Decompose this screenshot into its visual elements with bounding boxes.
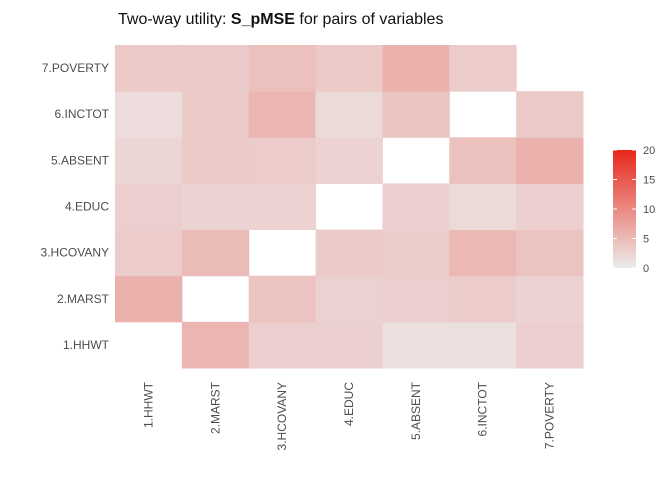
heatmap-cell xyxy=(315,45,383,92)
heatmap-cell xyxy=(449,137,517,184)
x-tick-label: 4.EDUC xyxy=(342,382,356,426)
heatmap-cell xyxy=(181,137,250,184)
heatmap-cell xyxy=(382,45,450,92)
heatmap-cell xyxy=(248,275,317,323)
heatmap-cell xyxy=(115,45,183,92)
heatmap-cell xyxy=(315,137,383,184)
heatmap-cell xyxy=(516,137,584,184)
x-tick-label: 3.HCOVANY xyxy=(275,382,289,450)
heatmap-cell xyxy=(382,321,450,369)
heatmap-cell xyxy=(315,321,383,369)
heatmap-cell xyxy=(315,229,383,277)
legend-tick-label: 0 xyxy=(643,263,649,275)
y-tick-label: 1.HHWT xyxy=(63,338,110,352)
heatmap-cells xyxy=(115,45,584,369)
y-tick-label: 3.HCOVANY xyxy=(41,246,109,260)
heatmap-cell xyxy=(115,137,183,184)
x-tick-label: 2.MARST xyxy=(208,381,222,434)
heatmap-cell xyxy=(315,275,383,323)
x-tick-label: 5.ABSENT xyxy=(409,381,423,440)
heatmap-cell xyxy=(181,91,250,138)
heatmap-cell xyxy=(516,183,584,231)
chart-title: Two-way utility: S_pMSE for pairs of var… xyxy=(118,11,443,28)
heatmap-cell xyxy=(115,91,183,138)
heatmap-cell xyxy=(449,183,517,231)
heatmap-cell xyxy=(382,183,450,231)
legend-tick-label: 15 xyxy=(643,175,655,187)
color-legend: 0 5 10 15 20 xyxy=(613,145,655,275)
y-tick-label: 5.ABSENT xyxy=(51,153,110,167)
heatmap-cell xyxy=(181,229,250,277)
heatmap-cell xyxy=(449,45,517,92)
heatmap-cell xyxy=(382,91,450,138)
heatmap-cell xyxy=(449,229,517,277)
heatmap-cell xyxy=(248,91,317,138)
heatmap-cell xyxy=(315,91,383,138)
heatmap-cell xyxy=(449,275,517,323)
y-tick-label: 7.POVERTY xyxy=(42,61,109,75)
legend-colorbar xyxy=(613,150,636,268)
legend-tick-label: 5 xyxy=(643,234,649,246)
heatmap-cell xyxy=(382,229,450,277)
heatmap-cell xyxy=(181,45,250,92)
heatmap-cell xyxy=(115,183,183,231)
heatmap-cell xyxy=(248,45,317,92)
legend-tick-label: 10 xyxy=(643,204,655,216)
heatmap-cell xyxy=(181,183,250,231)
heatmap-cell xyxy=(516,91,584,138)
x-tick-label: 6.INCTOT xyxy=(476,381,490,436)
y-tick-label: 6.INCTOT xyxy=(55,107,110,121)
heatmap-cell xyxy=(516,229,584,277)
heatmap-cell xyxy=(248,183,317,231)
heatmap-cell xyxy=(516,275,584,323)
heatmap-cell xyxy=(382,275,450,323)
heatmap-cell xyxy=(115,229,183,277)
x-tick-label: 1.HHWT xyxy=(141,381,155,428)
x-tick-label: 7.POVERTY xyxy=(543,382,557,449)
y-tick-label: 4.EDUC xyxy=(65,200,109,214)
heatmap-cell xyxy=(248,321,317,369)
heatmap-cell xyxy=(449,321,517,369)
y-axis-tick-labels: 1.HHWT 2.MARST 3.HCOVANY 4.EDUC 5.ABSENT 6.IN… xyxy=(41,61,110,352)
y-tick-label: 2.MARST xyxy=(57,292,110,306)
heatmap-cell xyxy=(248,137,317,184)
heatmap-cell xyxy=(181,321,250,369)
heatmap-cell xyxy=(516,321,584,369)
legend-tick-label: 20 xyxy=(643,145,655,157)
heatmap-cell xyxy=(115,275,183,323)
x-axis-tick-labels: 1.HHWT 2.MARST 3.HCOVANY 4.EDUC 5.ABSENT 6.IN… xyxy=(141,381,556,450)
